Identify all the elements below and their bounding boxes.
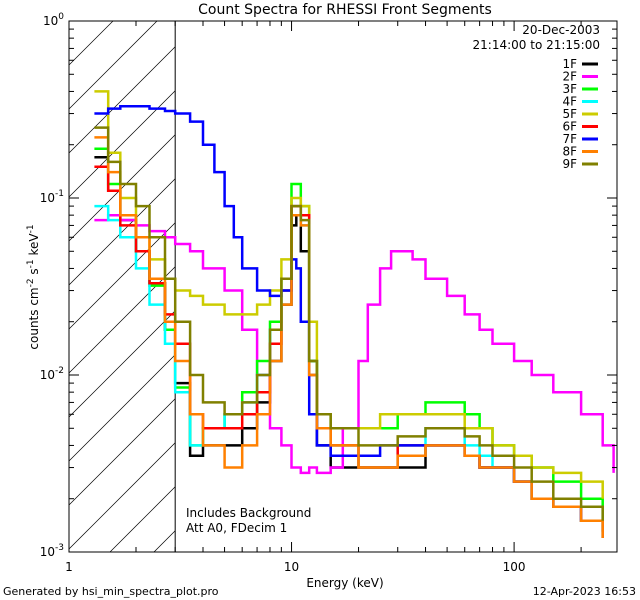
date-label: 20-Dec-2003 — [522, 23, 600, 37]
footer-generated-by: Generated by hsi_min_spectra_plot.pro — [3, 585, 219, 598]
series-line-3F — [94, 147, 604, 521]
y-tick-label: 100 — [43, 12, 64, 28]
y-tick-label: 10-2 — [40, 366, 64, 382]
series-line-5F — [94, 90, 604, 499]
legend-label-2F: 2F — [562, 70, 577, 84]
y-axis-ticks: 100 10-1 10-2 10-3 — [40, 12, 617, 559]
chart-title: Count Spectra for RHESSI Front Segments — [198, 2, 492, 18]
series-line-9F — [94, 126, 604, 521]
plot-frame — [68, 20, 618, 553]
y-tick-label: 10-3 — [40, 543, 64, 559]
legend-label-6F: 6F — [562, 120, 577, 134]
legend-label-7F: 7F — [562, 132, 577, 146]
series-line-4F — [94, 204, 604, 538]
series-line-2F — [94, 213, 615, 475]
hatch-lines — [68, 20, 176, 553]
x-tick-label: 10 — [284, 560, 299, 574]
legend-label-5F: 5F — [562, 107, 577, 121]
x-tick-label: 1 — [65, 560, 73, 574]
y-axis-label: counts cm-2 s-1 keV-1 — [26, 224, 41, 349]
x-axis-ticks: 1 10 100 — [65, 21, 582, 574]
legend-label-1F: 1F — [562, 57, 577, 71]
series-lines — [94, 90, 615, 538]
y-tick-label: 10-1 — [40, 189, 64, 205]
annotation-attenuator: Att A0, FDecim 1 — [186, 521, 287, 535]
time-range-label: 21:14:00 to 21:15:00 — [473, 38, 600, 52]
footer-timestamp: 12-Apr-2023 16:53 — [533, 585, 636, 598]
x-axis-label: Energy (keV) — [306, 576, 383, 590]
legend-label-4F: 4F — [562, 95, 577, 109]
annotation-background: Includes Background — [186, 506, 311, 520]
legend-label-3F: 3F — [562, 82, 577, 96]
legend-label-9F: 9F — [562, 157, 577, 171]
series-line-8F — [94, 136, 604, 538]
x-tick-label: 100 — [503, 560, 526, 574]
legend-label-8F: 8F — [562, 145, 577, 159]
